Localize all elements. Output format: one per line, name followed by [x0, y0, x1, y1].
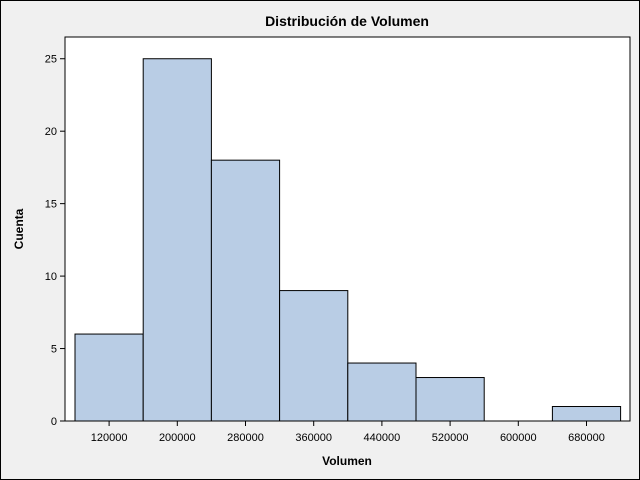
y-tick-label: 25 — [45, 54, 57, 66]
x-tick-label: 680000 — [568, 432, 605, 444]
histogram-bar-680000 — [551, 406, 622, 422]
y-tick-label: 10 — [45, 271, 57, 283]
histogram-bar-120000 — [74, 333, 144, 422]
x-axis-label: Volumen — [322, 454, 372, 468]
histogram-bar-520000 — [415, 377, 485, 422]
x-tick-label: 600000 — [500, 432, 537, 444]
y-tick-label: 20 — [45, 126, 57, 138]
x-tick-label: 360000 — [295, 432, 332, 444]
x-tick-label: 520000 — [432, 432, 469, 444]
histogram-bar-440000 — [347, 362, 417, 422]
x-tick-label: 280000 — [227, 432, 264, 444]
y-axis: 0 5 10 15 20 25 — [45, 54, 65, 428]
x-axis: 120000 200000 280000 360000 440000 520000 6000… — [91, 421, 605, 444]
x-tick-label: 440000 — [364, 432, 401, 444]
y-tick-label: 0 — [51, 416, 57, 428]
y-axis-label: Cuenta — [12, 208, 26, 249]
x-tick-label: 200000 — [159, 432, 196, 444]
bars-group — [74, 58, 622, 422]
histogram-bar-280000 — [210, 159, 281, 422]
histogram-bar-200000 — [142, 58, 212, 422]
y-tick-label: 15 — [45, 199, 57, 211]
y-tick-label: 5 — [51, 344, 57, 356]
histogram-bar-360000 — [279, 290, 349, 422]
chart-title: Distribución de Volumen — [265, 13, 429, 29]
x-tick-label: 120000 — [91, 432, 128, 444]
